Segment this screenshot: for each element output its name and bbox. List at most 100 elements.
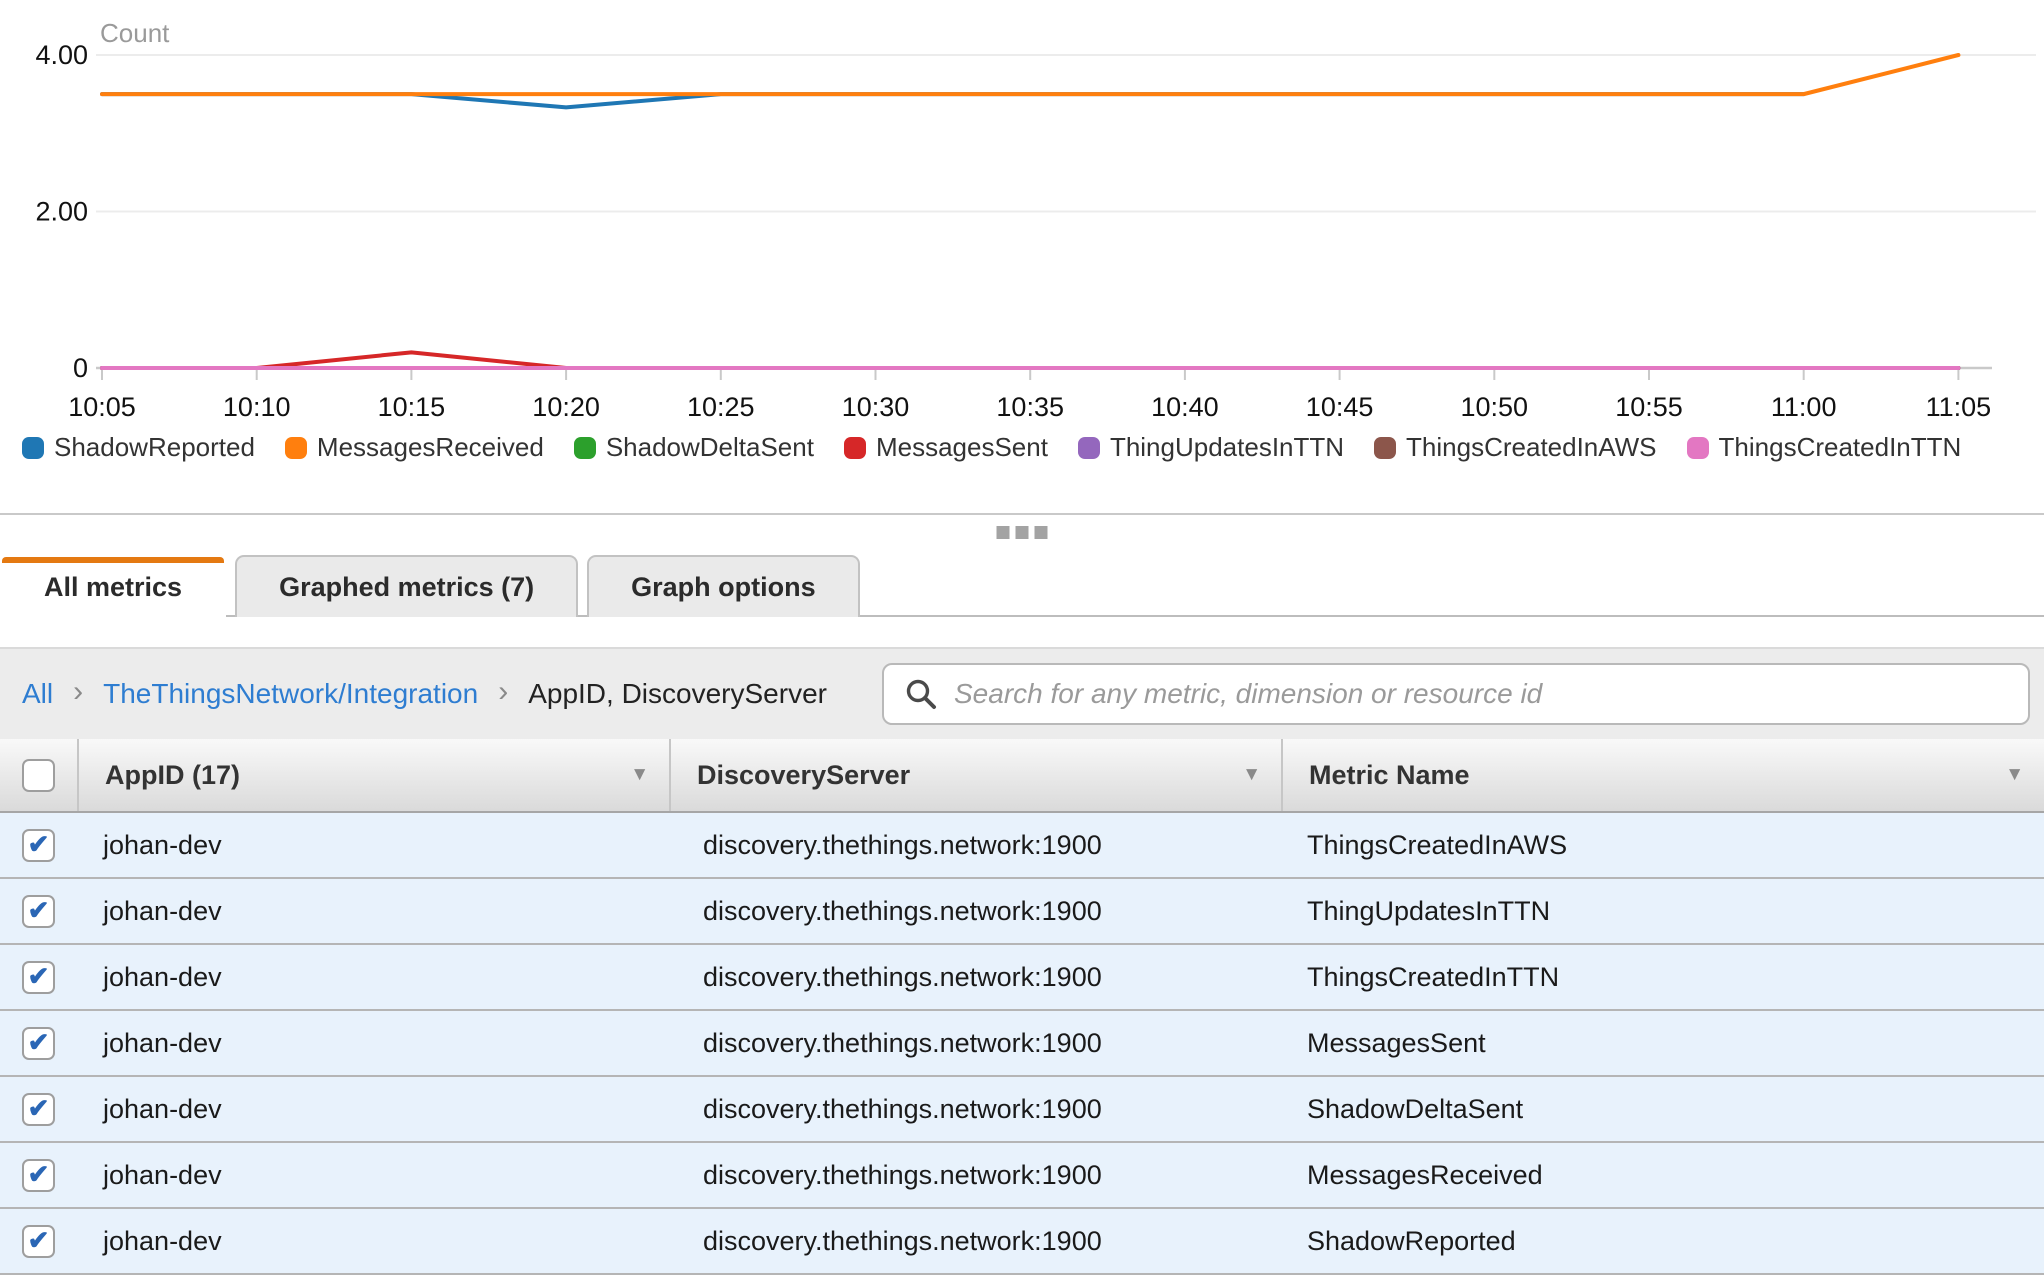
x-axis-tick-label: 10:05 [68,392,136,422]
metrics-table: AppID (17) ▼ DiscoveryServer ▼ Metric Name ▼ … [0,739,2044,1275]
tab-label: All metrics [44,572,183,602]
row-checkbox[interactable]: ✔ [22,1158,55,1192]
series-line-messagessent [100,350,1961,370]
metrics-chart-panel: 4.00 2.00 0 Count 10:05 10:10 10:15 10:20 10:25 1… [0,0,2044,513]
legend-label: ShadowReported [54,432,255,462]
cell-discoveryserver: discovery.thethings.network:1900 [703,1159,1102,1190]
y-axis-tick-label: 2.00 [35,197,88,227]
tab-all-metrics[interactable]: All metrics [0,555,227,617]
table-row-thingscreatedinttn[interactable]: ✔ johan-dev discovery.thethings.network:19… [0,945,2044,1011]
tab-label: Graph options [631,572,816,602]
row-checkbox[interactable]: ✔ [22,828,55,862]
breadcrumb-link-all[interactable]: All [22,678,54,709]
tab-label: Graphed metrics (7) [279,572,535,602]
metrics-toolbar: All › TheThingsNetwork/Integration › AppID, … [0,647,2044,739]
sort-caret-icon[interactable]: ▼ [630,764,649,785]
cell-appid: johan-dev [103,895,222,926]
x-axis-tick-label: 11:05 [1926,392,1992,422]
tab-graph-options[interactable]: Graph options [587,555,860,617]
legend-swatch-icon [1077,436,1100,459]
row-checkbox[interactable]: ✔ [22,960,55,994]
breadcrumb-current: AppID, DiscoveryServer [528,678,827,709]
cell-discoveryserver: discovery.thethings.network:1900 [703,1093,1102,1124]
column-header-appid-17[interactable]: AppID (17) ▼ [77,739,669,811]
legend-item-messagessent[interactable]: MessagesSent [843,432,1048,463]
legend-item-messagesreceived[interactable]: MessagesReceived [284,432,544,463]
x-axis-tick-label: 10:50 [1461,392,1529,422]
row-checkbox-cell: ✔ [0,1092,77,1126]
search-icon [906,679,936,709]
legend-label: ShadowDeltaSent [605,432,814,462]
cell-discoveryserver: discovery.thethings.network:1900 [703,1225,1102,1256]
checkmark-icon: ✔ [27,829,50,859]
table-row-messagesreceived[interactable]: ✔ johan-dev discovery.thethings.network:19… [0,1143,2044,1209]
sort-caret-icon[interactable]: ▼ [1242,764,1261,785]
checkmark-icon: ✔ [27,1159,50,1189]
table-row-thingupdatesinttn[interactable]: ✔ johan-dev discovery.thethings.network:19… [0,879,2044,945]
tab-graphed-metrics-7[interactable]: Graphed metrics (7) [235,555,579,617]
select-all-header-cell [0,739,77,811]
legend-label: ThingsCreatedInAWS [1406,432,1657,462]
breadcrumb-link-thethingsnetwork-integration[interactable]: TheThingsNetwork/Integration [103,678,479,709]
row-checkbox-cell: ✔ [0,828,77,862]
row-checkbox[interactable]: ✔ [22,894,55,928]
legend-item-thingupdatesinttn[interactable]: ThingUpdatesInTTN [1077,432,1345,463]
table-row-shadowreported[interactable]: ✔ johan-dev discovery.thethings.network:19… [0,1209,2044,1275]
series-line-messagesreceived [100,53,1961,97]
x-axis-tick-label: 10:55 [1615,392,1683,422]
column-header-metric-name[interactable]: Metric Name ▼ [1281,739,2044,811]
column-header-discoveryserver[interactable]: DiscoveryServer ▼ [669,739,1281,811]
x-axis-tick-label: 10:45 [1306,392,1374,422]
cell-discoveryserver: discovery.thethings.network:1900 [703,829,1102,860]
column-header-label: DiscoveryServer [697,759,911,790]
cell-appid: johan-dev [103,1093,222,1124]
row-checkbox[interactable]: ✔ [22,1224,55,1258]
legend-item-thingscreatedinttn[interactable]: ThingsCreatedInTTN [1686,432,1962,463]
x-axis-tick-label: 10:35 [996,392,1064,422]
breadcrumb: All › TheThingsNetwork/Integration › AppID, … [22,677,882,711]
cell-metric-name: ThingsCreatedInAWS [1307,829,1568,860]
legend-label: ThingUpdatesInTTN [1109,432,1345,462]
checkmark-icon: ✔ [27,895,50,925]
metric-search-box[interactable] [882,663,2030,725]
row-checkbox-cell: ✔ [0,894,77,928]
sort-caret-icon[interactable]: ▼ [2005,764,2024,785]
cell-appid: johan-dev [103,1225,222,1256]
active-tab-accent-bar [2,557,225,563]
cell-metric-name: ThingsCreatedInTTN [1307,961,1560,992]
legend-item-thingscreatedinaws[interactable]: ThingsCreatedInAWS [1374,432,1657,463]
legend-swatch-icon [843,436,866,459]
legend-label: MessagesReceived [316,432,544,462]
cell-appid: johan-dev [103,961,222,992]
breadcrumb-separator-icon: › [73,675,84,708]
checkmark-icon: ✔ [27,1225,50,1255]
cell-discoveryserver: discovery.thethings.network:1900 [703,895,1102,926]
x-axis-tick-label: 10:30 [842,392,910,422]
table-body: ✔ johan-dev discovery.thethings.network:19… [0,813,2044,1275]
resize-drag-handle-icon[interactable] [993,522,1052,543]
metric-search-input[interactable] [952,677,2008,711]
legend-item-shadowdeltasent[interactable]: ShadowDeltaSent [573,432,814,463]
row-checkbox[interactable]: ✔ [22,1026,55,1060]
checkmark-icon: ✔ [27,961,50,991]
checkmark-icon: ✔ [27,1093,50,1123]
table-row-messagessent[interactable]: ✔ johan-dev discovery.thethings.network:19… [0,1011,2044,1077]
table-row-thingscreatedinaws[interactable]: ✔ johan-dev discovery.thethings.network:19… [0,813,2044,879]
legend-swatch-icon [284,436,307,459]
legend-swatch-icon [22,436,44,459]
select-all-checkbox[interactable] [22,758,55,792]
legend-label: ThingsCreatedInTTN [1718,432,1962,462]
cell-metric-name: ShadowReported [1307,1225,1516,1256]
row-checkbox-cell: ✔ [0,1158,77,1192]
y-axis-tick-label: 4.00 [35,40,88,70]
x-axis-tick-label: 10:25 [687,392,755,422]
x-axis-tick-label: 10:20 [532,392,600,422]
table-row-shadowdeltasent[interactable]: ✔ johan-dev discovery.thethings.network:19… [0,1077,2044,1143]
legend-swatch-icon [1686,436,1709,459]
row-checkbox-cell: ✔ [0,960,77,994]
metrics-line-chart: 4.00 2.00 0 Count 10:05 10:10 10:15 10:20 10:25 1… [35,18,2036,422]
legend-item-shadowreported[interactable]: ShadowReported [22,432,255,463]
cell-metric-name: MessagesSent [1307,1027,1486,1058]
legend-label: MessagesSent [875,432,1048,462]
row-checkbox[interactable]: ✔ [22,1092,55,1126]
